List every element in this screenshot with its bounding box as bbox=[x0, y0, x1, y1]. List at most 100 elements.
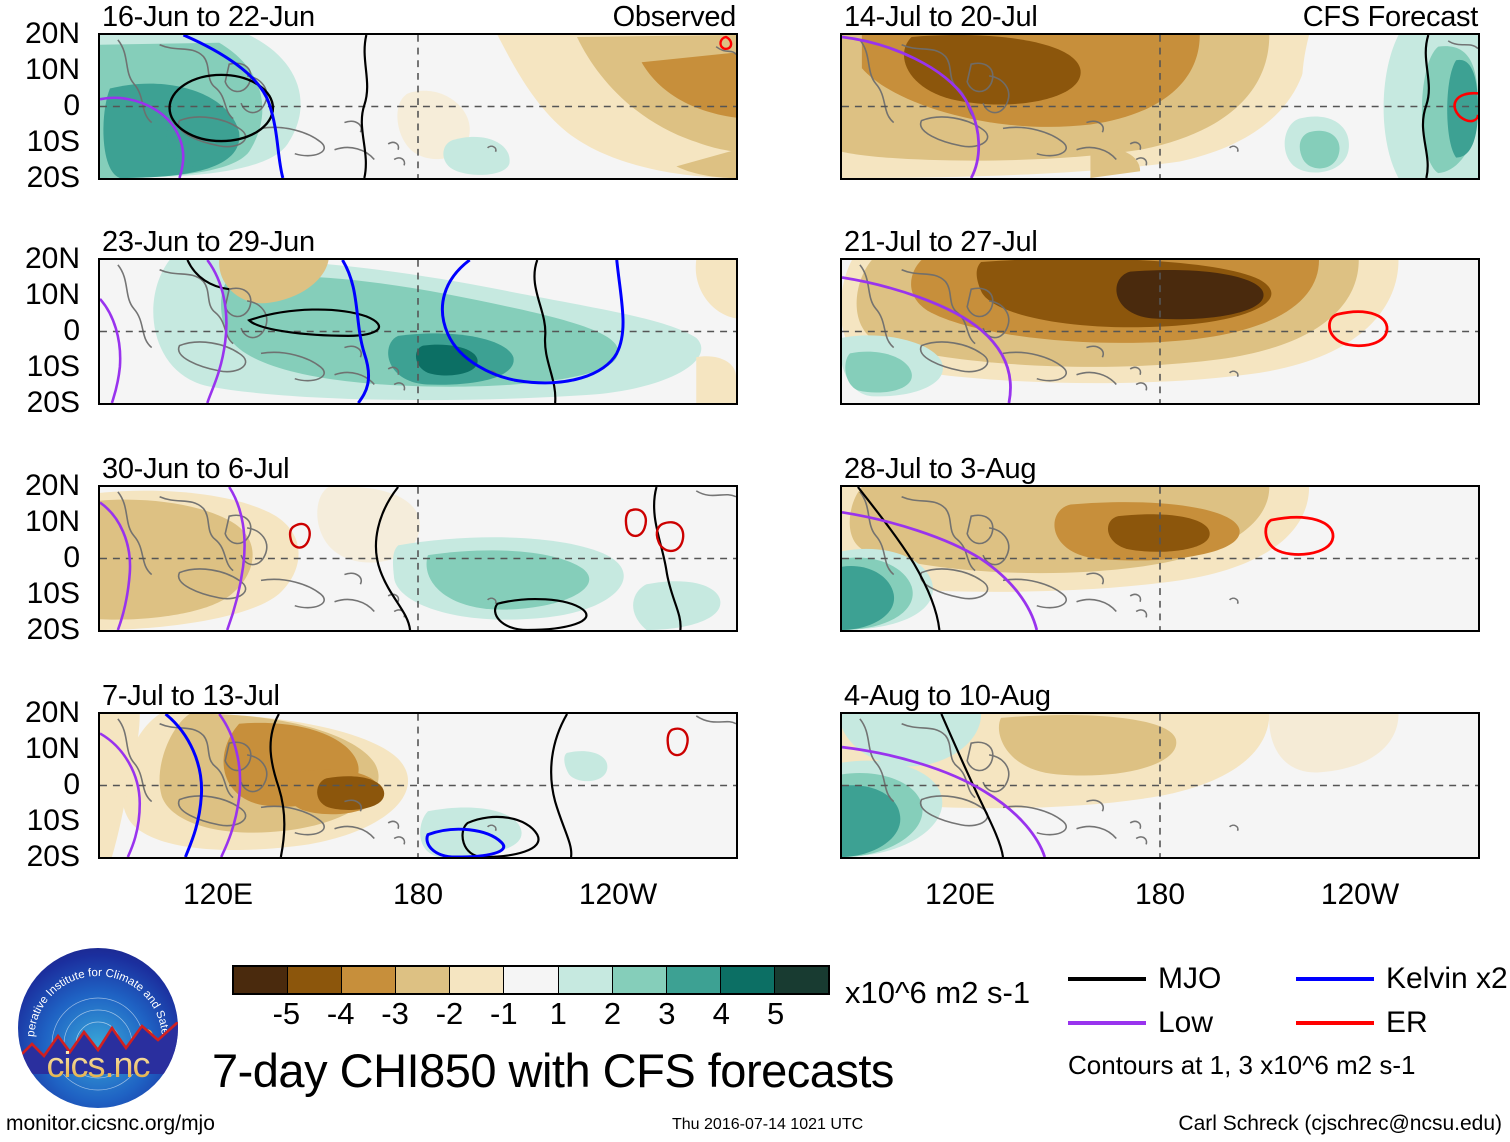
legend-label-kelvin: Kelvin x2 bbox=[1386, 962, 1508, 995]
y-tick-10s: 10S bbox=[26, 125, 80, 158]
map-canvas bbox=[98, 712, 738, 859]
panel-title: 23-Jun to 29-Jun bbox=[102, 226, 315, 258]
map-canvas bbox=[840, 33, 1480, 180]
y-tick-10n: 10N bbox=[24, 732, 80, 765]
map-canvas bbox=[98, 485, 738, 632]
colorbar-tick-4: 4 bbox=[712, 996, 730, 1031]
y-tick-10s: 10S bbox=[26, 350, 80, 383]
footer-site-url[interactable]: monitor.cicsnc.org/mjo bbox=[6, 1112, 215, 1135]
panel-fcst-4: 4-Aug to 10-Aug bbox=[840, 680, 1480, 859]
chi850-field bbox=[100, 35, 736, 178]
y-tick-20s: 20S bbox=[26, 840, 80, 873]
panel-fcst-2: 21-Jul to 27-Jul bbox=[840, 226, 1480, 405]
colorbar-units-label: x10^6 m2 s-1 bbox=[845, 975, 1031, 1010]
chi850-field bbox=[100, 260, 736, 403]
colorbar-tick-1: 1 bbox=[549, 996, 567, 1031]
colorbar-tick-2: 2 bbox=[603, 996, 622, 1031]
y-tick-10s: 10S bbox=[26, 804, 80, 837]
y-tick-0: 0 bbox=[63, 314, 80, 347]
y-tick-10n: 10N bbox=[24, 505, 80, 538]
y-tick-20s: 20S bbox=[26, 386, 80, 419]
chi850-field bbox=[100, 714, 736, 857]
y-tick-10s: 10S bbox=[26, 577, 80, 610]
panel-title: 7-Jul to 13-Jul bbox=[102, 680, 280, 712]
y-axis-labels-row-1: 20N 10N 0 10S 20S bbox=[0, 19, 86, 193]
colorbar-swatch-7 bbox=[612, 967, 667, 993]
panel-obs-2: 23-Jun to 29-Jun bbox=[98, 226, 738, 405]
colorbar-swatch-9 bbox=[720, 967, 775, 993]
y-tick-0: 0 bbox=[63, 541, 80, 574]
x-tick-120w: 120W bbox=[578, 878, 658, 911]
panel-obs-3: 30-Jun to 6-Jul bbox=[98, 453, 738, 632]
colorbar-tick--2: -2 bbox=[435, 996, 464, 1031]
legend-line-mjo-icon bbox=[1068, 977, 1146, 981]
x-tick-180: 180 bbox=[392, 878, 444, 911]
chi850-field bbox=[842, 260, 1478, 403]
map-canvas bbox=[840, 712, 1480, 859]
colorbar-tick-5: 5 bbox=[766, 996, 785, 1031]
cicsnc-logo: Cooperative Institute for Climate and Sa… bbox=[18, 948, 178, 1108]
y-tick-20s: 20S bbox=[26, 613, 80, 646]
y-axis-labels-row-4: 20N 10N 0 10S 20S bbox=[0, 698, 86, 872]
panel-title: 14-Jul to 20-Jul bbox=[844, 1, 1038, 33]
colorbar-swatch-0 bbox=[234, 967, 289, 993]
colorbar-swatch-4 bbox=[450, 967, 505, 993]
footer-author: Carl Schreck (cjschrec@ncsu.edu) bbox=[1178, 1112, 1502, 1135]
colorbar-tick-3: 3 bbox=[658, 996, 676, 1031]
x-tick-180: 180 bbox=[1134, 878, 1186, 911]
panel-title: 16-Jun to 22-Jun bbox=[102, 1, 315, 33]
colorbar-ticklabels: -5 -4 -3 -2 -1 1 2 3 4 5 bbox=[232, 996, 830, 1034]
panel-title: 4-Aug to 10-Aug bbox=[844, 680, 1051, 712]
legend-label-low: Low bbox=[1158, 1006, 1214, 1039]
x-tick-120e: 120E bbox=[924, 878, 996, 911]
x-tick-120w: 120W bbox=[1320, 878, 1400, 911]
map-canvas bbox=[98, 33, 738, 180]
colorbar bbox=[232, 965, 830, 995]
y-tick-10n: 10N bbox=[24, 278, 80, 311]
panel-grid: 20N 10N 0 10S 20S 20N 10N 0 10S 20S 20N … bbox=[0, 1, 1480, 911]
legend-line-er-icon bbox=[1296, 1021, 1374, 1025]
colorbar-tick--3: -3 bbox=[381, 996, 409, 1031]
legend-label-er: ER bbox=[1386, 1006, 1428, 1039]
y-tick-20n: 20N bbox=[24, 17, 80, 50]
legend-item-low: Low bbox=[1068, 1006, 1213, 1040]
panel-title: 28-Jul to 3-Aug bbox=[844, 453, 1037, 485]
y-axis-labels-row-2: 20N 10N 0 10S 20S bbox=[0, 244, 86, 418]
y-tick-0: 0 bbox=[63, 89, 80, 122]
footer-timestamp: Thu 2016-07-14 1021 UTC bbox=[672, 1116, 864, 1133]
y-tick-20s: 20S bbox=[26, 161, 80, 194]
legend-item-kelvin: Kelvin x2 bbox=[1296, 962, 1508, 996]
map-canvas bbox=[98, 258, 738, 405]
map-canvas bbox=[840, 258, 1480, 405]
logo-mountain-icon bbox=[18, 1022, 178, 1074]
panel-fcst-3: 28-Jul to 3-Aug bbox=[840, 453, 1480, 632]
colorbar-swatch-8 bbox=[666, 967, 721, 993]
y-tick-0: 0 bbox=[63, 768, 80, 801]
colorbar-tick--1: -1 bbox=[490, 996, 518, 1031]
chi850-field bbox=[842, 714, 1478, 857]
colorbar-swatch-6 bbox=[558, 967, 613, 993]
chi850-field bbox=[842, 35, 1478, 178]
figure-title: 7-day CHI850 with CFS forecasts bbox=[212, 1044, 894, 1097]
contour-legend: MJO Kelvin x2 Low ER bbox=[1068, 962, 1508, 1044]
column-header-observed: Observed bbox=[612, 1, 737, 33]
panel-title: 30-Jun to 6-Jul bbox=[102, 453, 290, 485]
panel-obs-1: 16-Jun to 22-Jun Observed bbox=[98, 1, 738, 180]
y-axis-labels-row-3: 20N 10N 0 10S 20S bbox=[0, 471, 86, 645]
legend-label-mjo: MJO bbox=[1158, 962, 1222, 995]
colorbar-tick--4: -4 bbox=[326, 996, 355, 1031]
legend-item-er: ER bbox=[1296, 1006, 1428, 1040]
map-canvas bbox=[840, 485, 1480, 632]
x-tick-120e: 120E bbox=[182, 878, 254, 911]
chi850-field bbox=[842, 487, 1478, 630]
y-tick-20n: 20N bbox=[24, 696, 80, 729]
contour-interval-note: Contours at 1, 3 x10^6 m2 s-1 bbox=[1068, 1050, 1416, 1080]
colorbar-swatch-1 bbox=[288, 967, 343, 993]
logo-arc-text: Cooperative Institute for Climate and Sa… bbox=[18, 948, 171, 1091]
logo-wordmark: cics.nc bbox=[18, 1044, 178, 1086]
panel-obs-4: 7-Jul to 13-Jul bbox=[98, 680, 738, 859]
y-tick-20n: 20N bbox=[24, 242, 80, 275]
y-tick-10n: 10N bbox=[24, 53, 80, 86]
panel-fcst-1: 14-Jul to 20-Jul CFS Forecast bbox=[840, 1, 1480, 180]
colorbar-swatch-2 bbox=[342, 967, 397, 993]
